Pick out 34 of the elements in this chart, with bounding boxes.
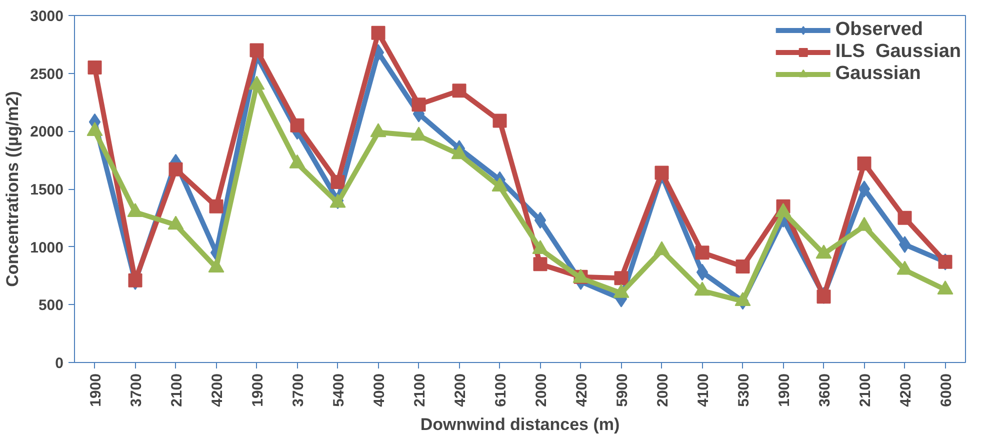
x-tick-label: 4200 [897, 373, 914, 407]
x-tick-label: 3700 [290, 373, 307, 407]
y-axis-title: Concentrations ((µg/m2) [3, 91, 22, 287]
legend-label: Observed [835, 19, 923, 41]
y-tick-label: 500 [38, 297, 64, 314]
x-tick-label: 4200 [452, 373, 469, 407]
x-tick-label: 5900 [614, 373, 631, 407]
x-tick-label: 2000 [654, 373, 672, 407]
x-tick-label: 5400 [330, 373, 348, 407]
x-tick-label: 6100 [492, 373, 510, 407]
x-tick-label: 2100 [168, 373, 186, 407]
x-tick-label: 1900 [776, 373, 793, 407]
x-tick-label: 6000 [938, 373, 955, 407]
x-tick-label: 2100 [856, 373, 874, 407]
legend-label: Gaussian [835, 63, 921, 85]
x-tick-label: 4200 [208, 373, 226, 407]
x-tick-label: 5300 [735, 373, 752, 407]
x-axis-title: Downwind distances (m) [420, 414, 620, 434]
x-tick-label: 4200 [573, 373, 590, 407]
y-tick-label: 3000 [30, 8, 64, 25]
y-tick-label: 2000 [30, 124, 64, 141]
y-tick-label: 2500 [30, 66, 64, 83]
x-tick-label: 4100 [694, 373, 712, 407]
legend-label: ILS Gaussian [835, 41, 961, 63]
x-tick-label: 2000 [532, 373, 550, 407]
x-tick-label: 3700 [128, 373, 145, 407]
x-tick-label: 3600 [816, 373, 834, 407]
x-tick-label: 4000 [370, 373, 388, 407]
x-tick-label: 1900 [249, 373, 266, 407]
x-tick-label: 2100 [411, 373, 428, 407]
y-tick-label: 1500 [30, 182, 64, 198]
y-tick-label: 0 [55, 355, 64, 372]
x-tick-label: 1900 [87, 373, 104, 407]
y-tick-label: 1000 [30, 239, 64, 256]
